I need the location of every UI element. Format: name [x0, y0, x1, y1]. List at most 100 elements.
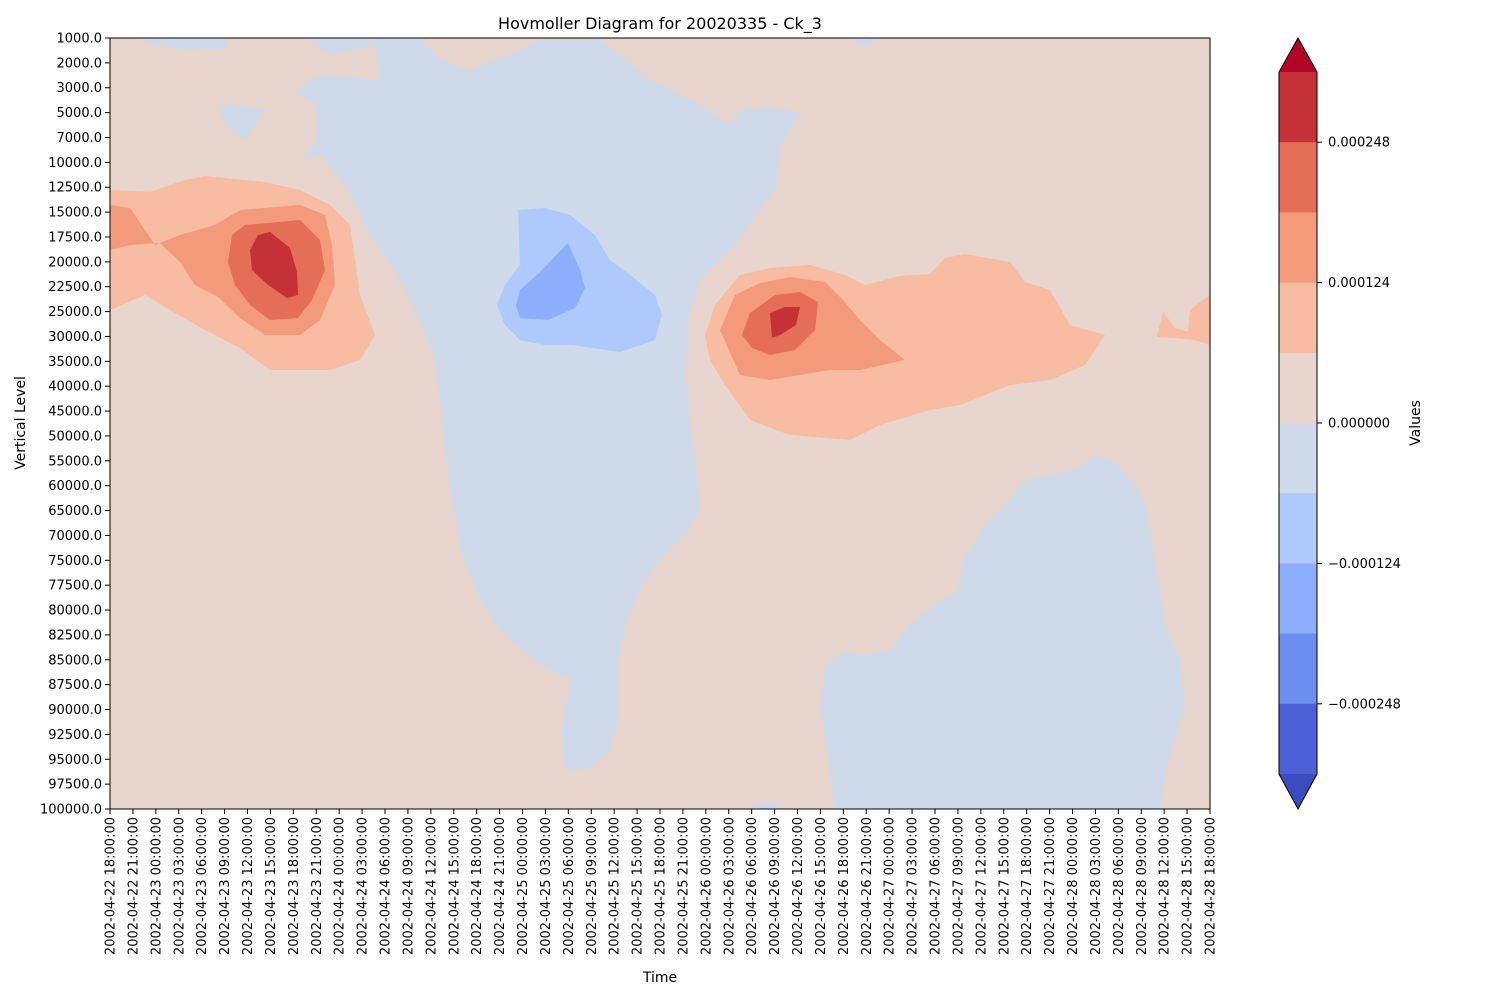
- y-tick-label: 7000.0: [57, 131, 103, 146]
- x-tick-label: 2002-04-24 09:00:00: [401, 817, 416, 955]
- colorbar-tick-label: 0.000000: [1328, 417, 1390, 432]
- y-tick-label: 1000.0: [57, 32, 103, 47]
- y-tick-label: 77500.0: [48, 579, 102, 594]
- x-tick-label: 2002-04-28 15:00:00: [1181, 817, 1196, 955]
- x-tick-label: 2002-04-26 18:00:00: [837, 817, 852, 955]
- colorbar-level: [1279, 493, 1317, 564]
- colorbar-level: [1279, 212, 1317, 283]
- y-tick-label: 55000.0: [48, 454, 102, 469]
- x-tick-label: 2002-04-24 03:00:00: [356, 817, 371, 955]
- y-tick-label: 17500.0: [48, 230, 102, 245]
- y-tick-label: 80000.0: [48, 604, 102, 619]
- colorbar-level: [1279, 72, 1317, 143]
- y-tick-label: 95000.0: [48, 753, 102, 768]
- x-tick-label: 2002-04-23 06:00:00: [195, 817, 210, 955]
- x-tick-label: 2002-04-23 09:00:00: [218, 817, 233, 955]
- x-tick-label: 2002-04-26 21:00:00: [860, 817, 875, 955]
- y-tick-label: 3000.0: [57, 81, 103, 96]
- colorbar-level: [1279, 423, 1317, 494]
- x-axis-label: Time: [642, 970, 677, 986]
- x-tick-label: 2002-04-25 03:00:00: [539, 817, 554, 955]
- x-tick-label: 2002-04-27 06:00:00: [929, 817, 944, 955]
- x-axis-ticks: 2002-04-22 18:00:00 2002-04-22 21:00:00 20…: [104, 809, 1219, 955]
- colorbar: 0.000248 0.000124 0.000000 −0.000124 −0.0002…: [1279, 38, 1401, 809]
- y-tick-label: 10000.0: [48, 156, 102, 171]
- x-tick-label: 2002-04-25 18:00:00: [654, 817, 669, 955]
- y-tick-label: 90000.0: [48, 703, 102, 718]
- colorbar-level: [1279, 634, 1317, 705]
- y-tick-label: 25000.0: [48, 305, 102, 320]
- x-tick-label: 2002-04-26 15:00:00: [814, 817, 829, 955]
- chart-title: Hovmoller Diagram for 20020335 - Ck_3: [498, 14, 822, 34]
- y-tick-label: 92500.0: [48, 728, 102, 743]
- x-tick-label: 2002-04-23 03:00:00: [172, 817, 187, 955]
- x-tick-label: 2002-04-23 00:00:00: [149, 817, 164, 955]
- x-tick-label: 2002-04-25 09:00:00: [585, 817, 600, 955]
- x-tick-label: 2002-04-27 09:00:00: [951, 817, 966, 955]
- x-tick-label: 2002-04-28 00:00:00: [1066, 817, 1081, 955]
- plot-area: [110, 38, 1210, 809]
- colorbar-extend-min: [1279, 774, 1317, 809]
- x-tick-label: 2002-04-24 15:00:00: [447, 817, 462, 955]
- colorbar-level: [1279, 142, 1317, 213]
- x-tick-label: 2002-04-25 06:00:00: [562, 817, 577, 955]
- y-axis-ticks: 1000.02000.03000.05000.07000.010000.0125…: [40, 32, 110, 818]
- x-tick-label: 2002-04-25 21:00:00: [676, 817, 691, 955]
- x-tick-label: 2002-04-27 12:00:00: [974, 817, 989, 955]
- y-tick-label: 50000.0: [48, 429, 102, 444]
- y-tick-label: 65000.0: [48, 504, 102, 519]
- x-tick-label: 2002-04-26 00:00:00: [699, 817, 714, 955]
- x-tick-label: 2002-04-24 12:00:00: [424, 817, 439, 955]
- x-tick-label: 2002-04-25 12:00:00: [608, 817, 623, 955]
- x-tick-label: 2002-04-27 00:00:00: [883, 817, 898, 955]
- x-tick-label: 2002-04-25 00:00:00: [516, 817, 531, 955]
- x-tick-label: 2002-04-27 03:00:00: [906, 817, 921, 955]
- colorbar-level: [1279, 283, 1317, 354]
- colorbar-level: [1279, 563, 1317, 634]
- colorbar-tick-label: 0.000248: [1328, 136, 1390, 151]
- x-tick-label: 2002-04-28 12:00:00: [1158, 817, 1173, 955]
- colorbar-tick-label: −0.000248: [1328, 697, 1401, 712]
- y-tick-label: 5000.0: [57, 106, 103, 121]
- x-tick-label: 2002-04-26 09:00:00: [768, 817, 783, 955]
- x-tick-label: 2002-04-24 00:00:00: [333, 817, 348, 955]
- x-tick-label: 2002-04-28 06:00:00: [1112, 817, 1127, 955]
- x-tick-label: 2002-04-24 06:00:00: [379, 817, 394, 955]
- x-tick-label: 2002-04-24 18:00:00: [470, 817, 485, 955]
- x-tick-label: 2002-04-23 12:00:00: [241, 817, 256, 955]
- y-tick-label: 60000.0: [48, 479, 102, 494]
- x-tick-label: 2002-04-25 15:00:00: [631, 817, 646, 955]
- y-tick-label: 22500.0: [48, 280, 102, 295]
- x-tick-label: 2002-04-27 21:00:00: [1043, 817, 1058, 955]
- x-tick-label: 2002-04-26 03:00:00: [722, 817, 737, 955]
- y-axis-label: Vertical Level: [13, 376, 29, 470]
- y-tick-label: 75000.0: [48, 554, 102, 569]
- colorbar-label: Values: [1408, 400, 1424, 446]
- x-tick-label: 2002-04-28 09:00:00: [1135, 817, 1150, 955]
- y-tick-label: 87500.0: [48, 678, 102, 693]
- y-tick-label: 100000.0: [40, 803, 102, 818]
- y-tick-label: 70000.0: [48, 529, 102, 544]
- y-tick-label: 15000.0: [48, 206, 102, 221]
- y-tick-label: 82500.0: [48, 628, 102, 643]
- colorbar-tick-label: 0.000124: [1328, 276, 1390, 291]
- y-tick-label: 45000.0: [48, 405, 102, 420]
- colorbar-tick-label: −0.000124: [1328, 557, 1401, 572]
- x-tick-label: 2002-04-23 15:00:00: [264, 817, 279, 955]
- x-tick-label: 2002-04-28 18:00:00: [1204, 817, 1219, 955]
- y-tick-label: 97500.0: [48, 778, 102, 793]
- x-tick-label: 2002-04-23 21:00:00: [310, 817, 325, 955]
- colorbar-level: [1279, 704, 1317, 775]
- y-tick-label: 2000.0: [57, 56, 103, 71]
- x-tick-label: 2002-04-27 15:00:00: [997, 817, 1012, 955]
- x-tick-label: 2002-04-22 21:00:00: [126, 817, 141, 955]
- x-tick-label: 2002-04-26 12:00:00: [791, 817, 806, 955]
- x-tick-label: 2002-04-26 06:00:00: [745, 817, 760, 955]
- y-tick-label: 40000.0: [48, 380, 102, 395]
- x-tick-label: 2002-04-22 18:00:00: [104, 817, 119, 955]
- x-tick-label: 2002-04-27 18:00:00: [1020, 817, 1035, 955]
- x-tick-label: 2002-04-24 21:00:00: [493, 817, 508, 955]
- y-tick-label: 35000.0: [48, 355, 102, 370]
